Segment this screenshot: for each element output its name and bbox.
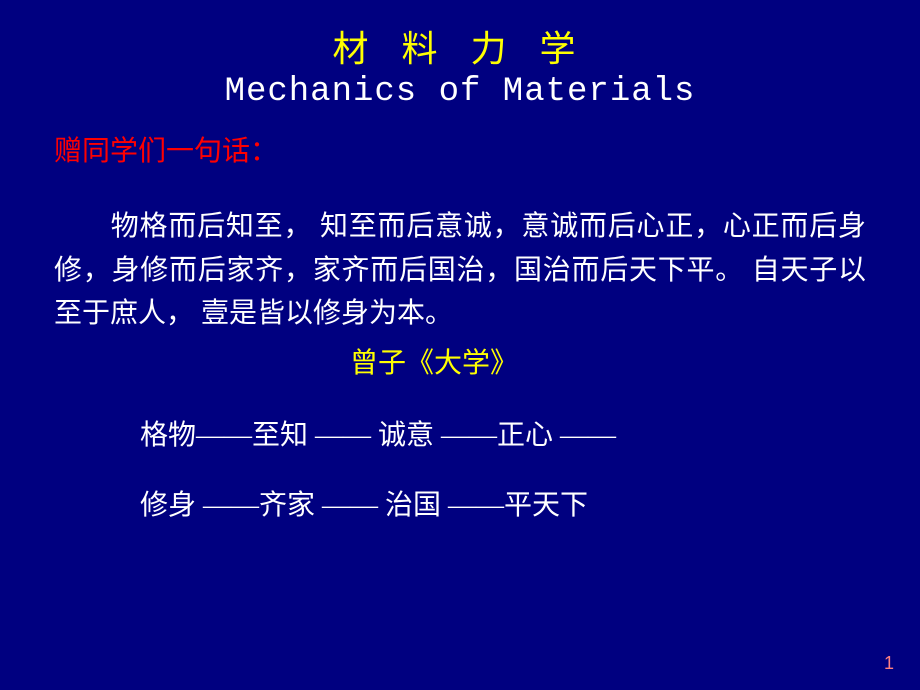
title-english: Mechanics of Materials <box>50 73 870 111</box>
quote-attribution: 曾子《大学》 <box>350 341 870 381</box>
presentation-slide: 材 料 力 学 Mechanics of Materials 赠同学们一句话： … <box>0 0 920 690</box>
greeting-line: 赠同学们一句话： <box>54 129 870 169</box>
title-chinese: 材 料 力 学 <box>50 28 870 71</box>
sequence-line-2: 修身 ——齐家 —— 治国 ——平天下 <box>140 485 870 527</box>
sequence-line-1: 格物——至知 —— 诚意 ——正心 —— <box>140 415 870 457</box>
quote-body: 物格而后知至， 知至而后意诚，意诚而后心正，心正而后身修，身修而后家齐，家齐而后… <box>54 205 866 335</box>
page-number: 1 <box>884 653 894 674</box>
quote-text: 物格而后知至， 知至而后意诚，意诚而后心正，心正而后身修，身修而后家齐，家齐而后… <box>54 211 866 329</box>
